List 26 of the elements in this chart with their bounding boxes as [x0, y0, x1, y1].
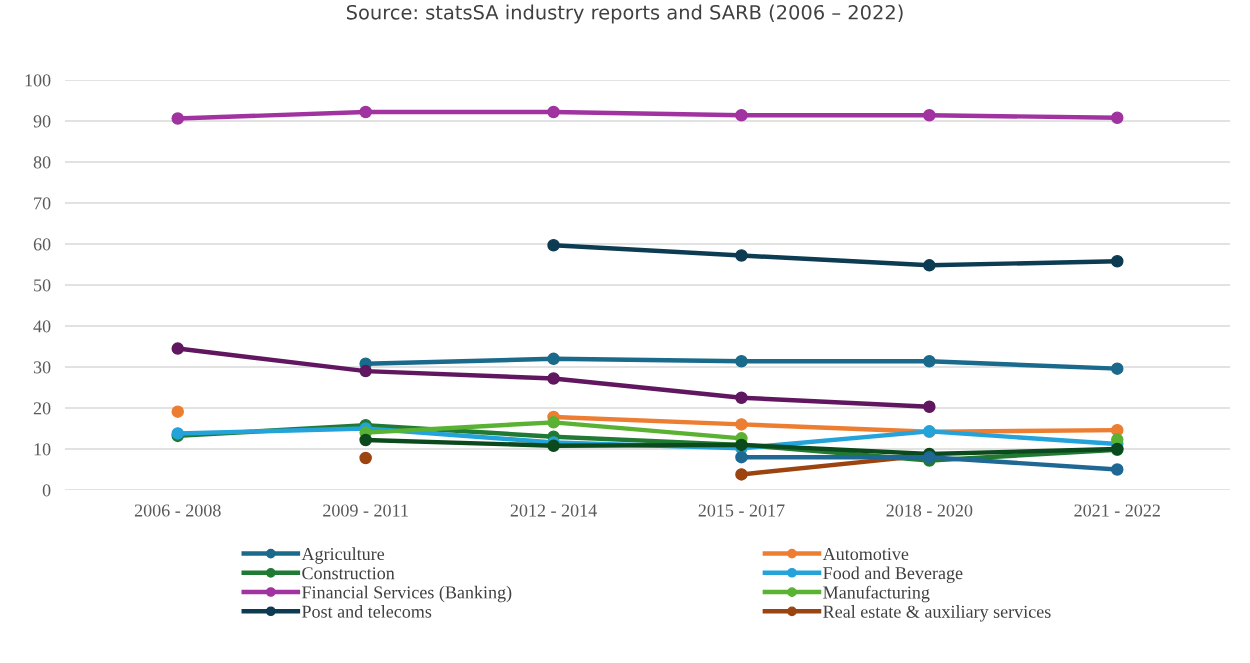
x-tick-label: 2021 - 2022 — [1074, 504, 1160, 517]
source-note: Source: statsSA industry reports and SARB (2006 – 2022) — [346, 4, 903, 24]
x-tick-label: 2012 - 2014 — [510, 504, 597, 517]
y-tick-label: 30 — [33, 361, 51, 374]
y-tick-label: 0 — [42, 484, 51, 497]
legend-label: Financial Services (Banking) — [302, 585, 512, 603]
y-tick-label: 50 — [34, 279, 51, 292]
x-tick-label: 2018 - 2020 — [886, 504, 973, 517]
y-tick-label: 90 — [33, 115, 51, 128]
y-tick-label: 10 — [34, 443, 51, 456]
legend-label: Automotive — [822, 547, 909, 561]
legend-label: Food and Beverage — [823, 566, 963, 583]
x-tick-label: 2009 - 2011 — [323, 504, 408, 517]
legend-label: Construction — [302, 567, 395, 580]
legend-label: Agriculture — [301, 547, 385, 564]
x-tick-label: 2006 - 2008 — [134, 504, 221, 517]
x-tick-label: 2015 - 2017 — [698, 504, 785, 517]
y-tick-label: 80 — [33, 156, 51, 169]
legend-label: Post and telecoms — [302, 605, 432, 618]
y-tick-label: 20 — [33, 402, 51, 415]
y-tick-label: 60 — [33, 238, 51, 251]
legend-label: Manufacturing — [823, 585, 930, 603]
legend-label: Real estate & auxiliary services — [823, 605, 1051, 622]
y-tick-label: 40 — [33, 320, 51, 333]
y-tick-label: 70 — [34, 197, 51, 210]
y-tick-label: 100 — [25, 74, 51, 87]
